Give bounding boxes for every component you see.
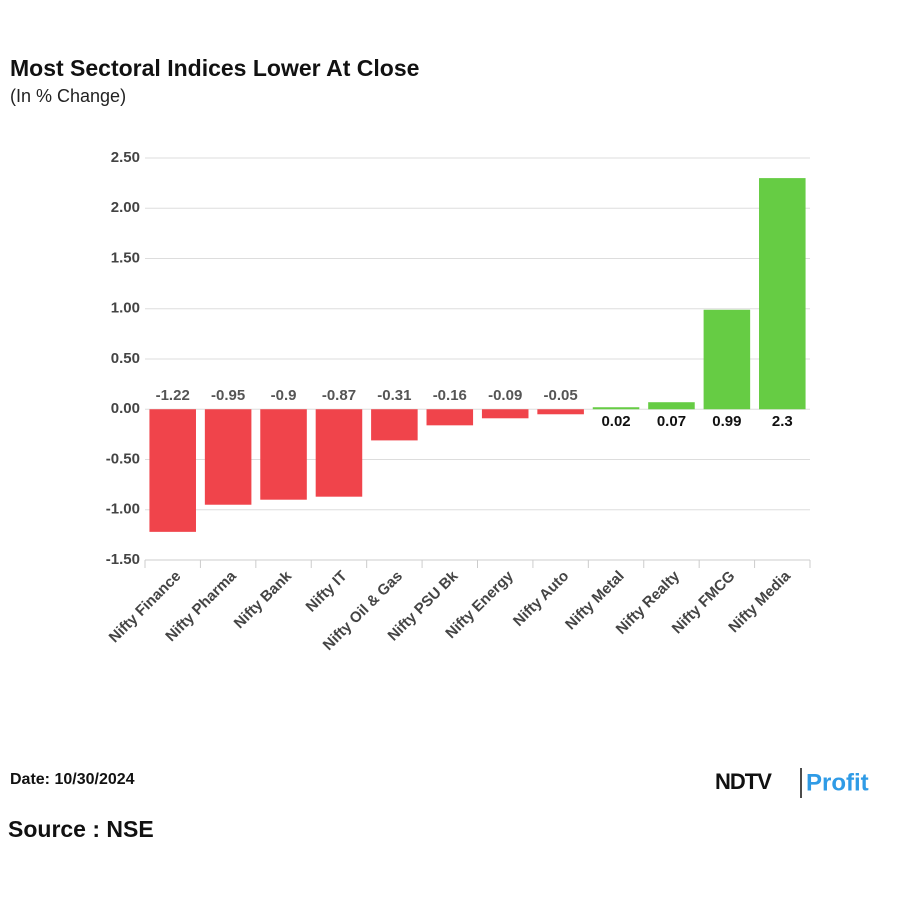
y-tick-label: 2.50: [111, 149, 140, 166]
bar: [537, 409, 584, 415]
bar: [592, 407, 640, 410]
chart-subtitle: (In % Change): [10, 86, 126, 106]
y-tick-label: 0.00: [111, 400, 140, 417]
y-tick-label: -1.00: [106, 501, 140, 518]
x-tick-label: Nifty Bank: [231, 567, 296, 632]
data-label: 0.99: [712, 413, 741, 430]
x-tick-label: Nifty IT: [303, 568, 351, 616]
y-tick-label: 0.50: [111, 350, 140, 367]
date: Date: 10/30/2024: [10, 771, 135, 788]
data-label: 0.07: [657, 413, 686, 430]
bar: [703, 309, 751, 410]
data-label: -0.05: [544, 387, 578, 404]
bar: [759, 178, 806, 410]
data-label: -0.31: [377, 387, 411, 404]
bar: [648, 402, 695, 410]
data-label: -0.87: [322, 387, 356, 404]
data-label: -0.95: [211, 387, 245, 404]
y-tick-label: 2.00: [111, 199, 140, 216]
data-label: -0.9: [271, 387, 297, 404]
y-tick-label: 1.50: [111, 249, 140, 266]
bar: [426, 409, 474, 426]
y-tick-label: -1.50: [106, 551, 140, 568]
data-label: -1.22: [156, 387, 190, 404]
logo-profit: Profit: [806, 769, 869, 796]
data-label: 2.3: [772, 413, 793, 430]
bar: [481, 409, 529, 419]
bar: [260, 409, 307, 500]
data-label: 0.02: [601, 413, 630, 430]
bar: [315, 409, 363, 497]
bar: [149, 409, 196, 532]
logo-ndtv: NDTV: [715, 769, 772, 794]
y-tick-label: -0.50: [106, 450, 140, 467]
data-label: -0.16: [433, 387, 467, 404]
y-tick-label: 1.00: [111, 300, 140, 317]
data-label: -0.09: [488, 387, 522, 404]
chart-title: Most Sectoral Indices Lower At Close: [10, 55, 419, 81]
bar: [204, 409, 252, 505]
bar: [371, 409, 418, 441]
source: Source : NSE: [8, 816, 154, 842]
